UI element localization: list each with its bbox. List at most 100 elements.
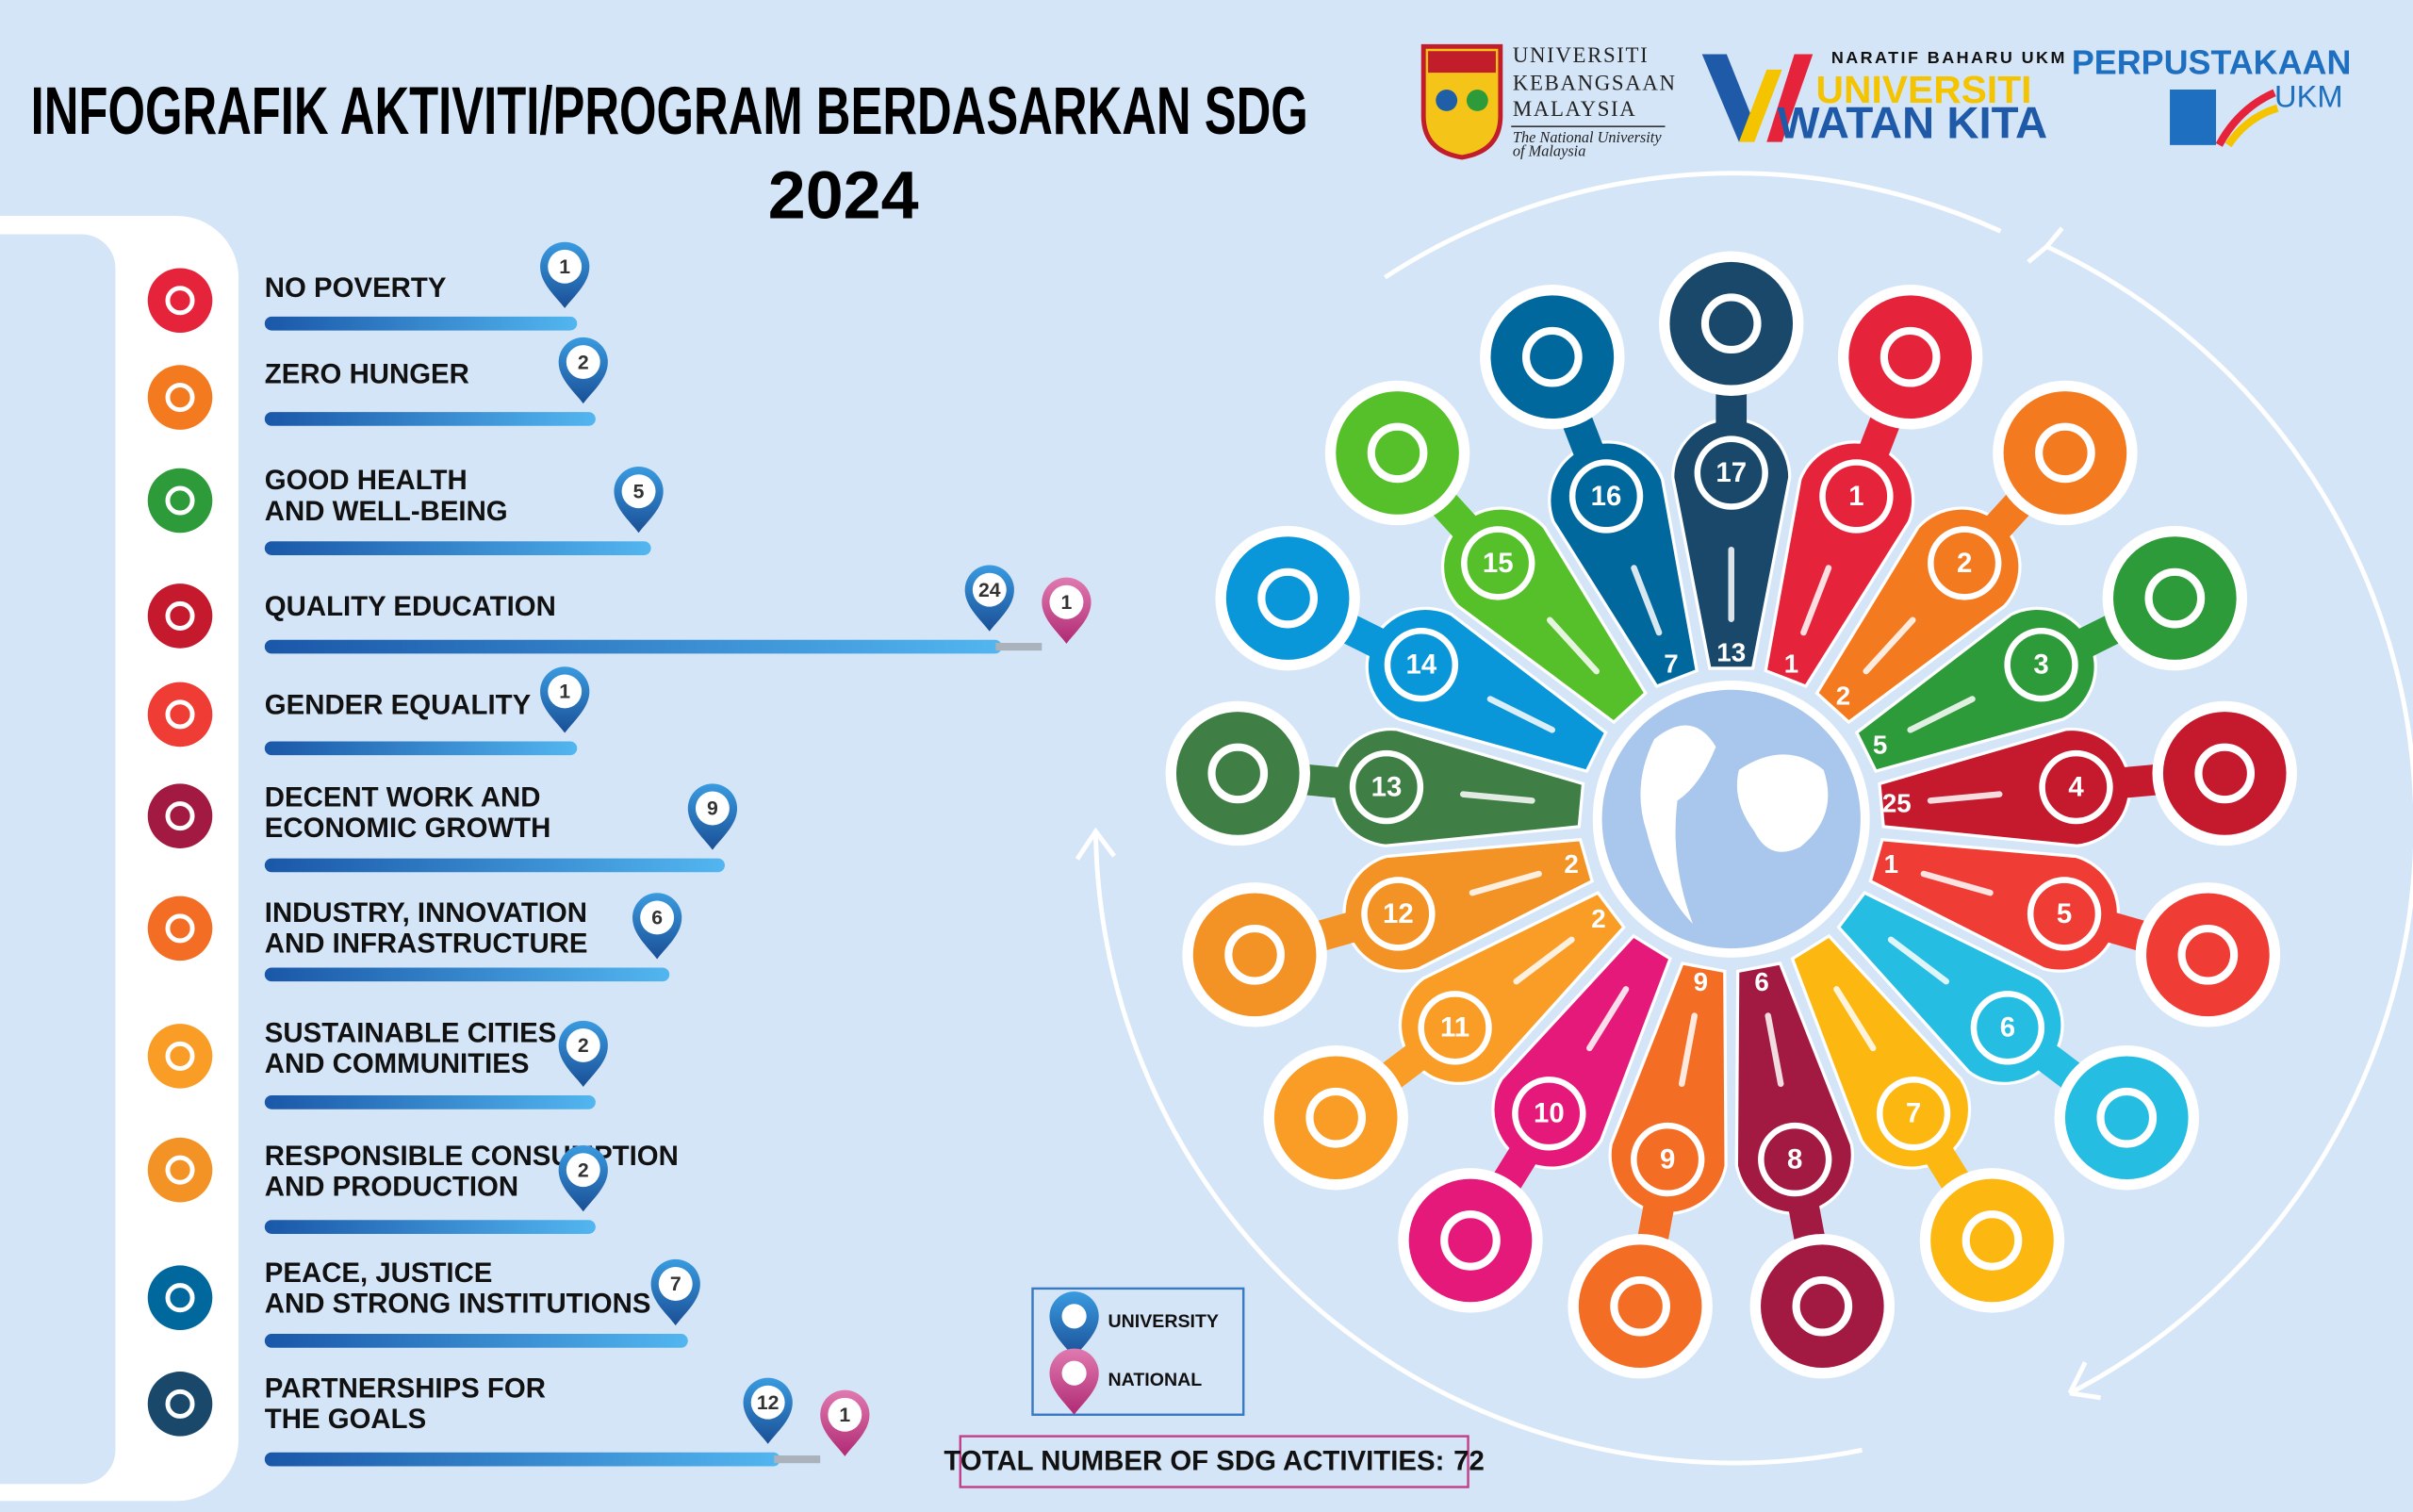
petal-number: 7 [1906, 1098, 1921, 1129]
university-bar [264, 967, 670, 982]
university-bar [264, 741, 578, 756]
pin-center [566, 345, 600, 379]
petal-stripe [1765, 1012, 1784, 1088]
petal-number: 1 [1848, 481, 1863, 512]
sdg-icon [1669, 261, 1794, 386]
sdg-icon-glyph [1610, 1275, 1670, 1337]
petal-number: 11 [1440, 1012, 1469, 1044]
national-bar [774, 1455, 821, 1464]
sdg-icon-glyph [1305, 1087, 1367, 1148]
university-bar [264, 1220, 596, 1234]
national-bar [995, 643, 1042, 651]
petal-number-ring [1970, 991, 2045, 1065]
pin-value: 1 [559, 682, 570, 703]
left-panel-inner [0, 234, 116, 1485]
sdg-icon-glyph [2194, 743, 2256, 804]
title-year: 2024 [768, 158, 919, 234]
university-bar [264, 316, 578, 331]
goal-icon [147, 365, 213, 430]
petal-stripe [1486, 696, 1556, 733]
goal-label: GENDER EQUALITY [265, 690, 532, 721]
sdg-icon [2113, 536, 2237, 660]
petal-number: 2 [1957, 548, 1972, 579]
petal-number-ring [1461, 526, 1535, 600]
legend-pin-center [1061, 1304, 1087, 1329]
goal-label: AND WELL-BEING [265, 496, 508, 527]
petal-number-ring [1512, 1076, 1586, 1151]
pin-value: 7 [670, 1274, 681, 1295]
goal-icon-glyph [165, 1389, 195, 1419]
goal-label: THE GOALS [265, 1404, 426, 1435]
goal-icon [147, 583, 213, 649]
petal-number: 9 [1660, 1143, 1675, 1175]
goal-icon-glyph [165, 600, 195, 631]
petal-count: 1 [1884, 849, 1898, 879]
petal-stripe [1546, 616, 1600, 675]
pin-value: 2 [578, 1159, 589, 1181]
perpustakaan-logo [2170, 89, 2279, 148]
petal-stripe [1887, 936, 1950, 985]
pin-value: 24 [978, 580, 1001, 601]
petal-number-ring [1928, 526, 2002, 600]
goal-label: INDUSTRY, INNOVATION [265, 897, 587, 929]
petal-number-ring [1694, 436, 1768, 510]
pin-center [828, 1397, 862, 1432]
goal-icon-glyph [165, 1155, 195, 1185]
pin-center [750, 1385, 785, 1420]
pin-center [548, 674, 583, 709]
ukm-name: UNIVERSITI [1513, 43, 1650, 67]
petal-count: 2 [1591, 904, 1605, 933]
goal-label: DECENT WORK AND [265, 781, 541, 813]
sdg-icon-glyph [2035, 422, 2095, 484]
petal-number: 15 [1483, 548, 1514, 579]
petal-count: 9 [1694, 967, 1708, 996]
sdg-icon [1273, 1056, 1398, 1180]
pin-center [658, 1267, 693, 1301]
goal-label: ZERO HUNGER [265, 359, 469, 390]
petal-stripe [1631, 565, 1663, 636]
petal-stripe [1920, 870, 1994, 896]
watan-name: WATAN KITA [1778, 99, 2048, 149]
petal-number-ring [1361, 877, 1436, 951]
legend-label: NATIONAL [1108, 1370, 1203, 1390]
petal-count: 2 [1836, 682, 1850, 711]
sdg-icon [2064, 1056, 2189, 1180]
sdg-icon [2162, 712, 2287, 835]
petal-stripe [1678, 1012, 1699, 1088]
sdg-icon-glyph [2144, 567, 2206, 629]
petal-number: 13 [1371, 771, 1403, 802]
ukm-name: KEBANGSAAN [1513, 71, 1677, 94]
goal-label: RESPONSIBLE CONSUMPTION [265, 1141, 679, 1172]
petal-number-ring [1384, 628, 1459, 702]
sdg-icon-glyph [1367, 422, 1428, 484]
sdg-icon [1761, 1244, 1884, 1369]
petal-stripe [1863, 616, 1916, 675]
petal-stripe [1907, 696, 1976, 733]
goal-label: NO POVERTY [265, 272, 447, 304]
pin-value: 6 [651, 908, 663, 929]
total-value: 72 [1453, 1445, 1485, 1476]
pin-value: 5 [633, 481, 645, 502]
total-label: TOTAL NUMBER OF SDG ACTIVITIES: [944, 1445, 1444, 1476]
goal-icon-glyph [165, 485, 195, 516]
ukm-tagline: The National University [1513, 128, 1662, 146]
goal-icon [147, 468, 213, 534]
sdg-icon [1848, 295, 1972, 419]
petal-count: 2 [1564, 849, 1578, 879]
goal-icon-glyph [165, 913, 195, 944]
goal-icon-glyph [165, 1283, 195, 1313]
goal-icon-glyph [165, 699, 195, 730]
petal-count: 7 [1664, 649, 1678, 678]
pin-center [640, 900, 675, 935]
sdg-icon [1930, 1178, 2054, 1303]
goal-label: QUALITY EDUCATION [265, 591, 556, 622]
pin-center [566, 1027, 600, 1062]
petal [1671, 380, 1792, 670]
goal-label: PEACE, JUSTICE [265, 1257, 493, 1289]
total-box [959, 1435, 1469, 1488]
ukm-logo [1420, 43, 1666, 160]
petal-count: 1 [1784, 649, 1798, 678]
sdg-icon-glyph [1700, 293, 1762, 354]
petal-count: 25 [1882, 789, 1912, 818]
